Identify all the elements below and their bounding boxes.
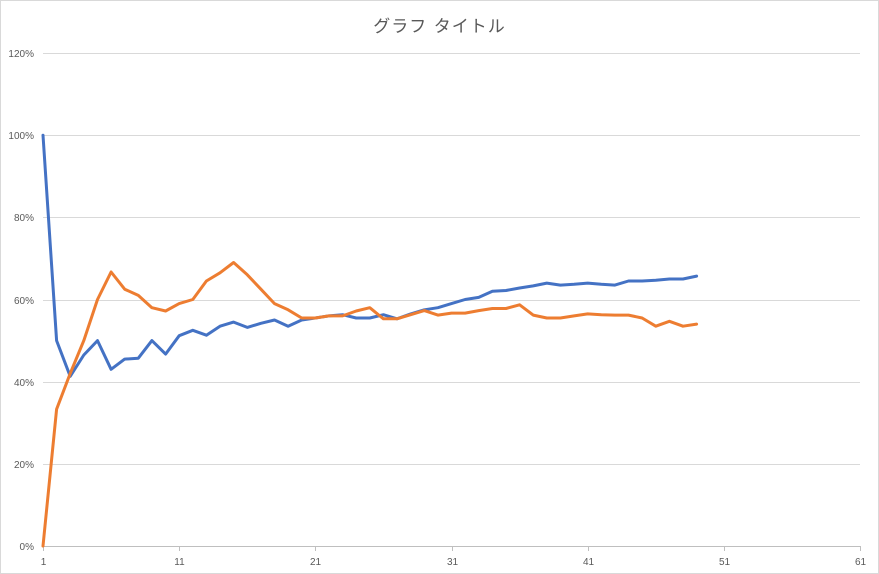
- x-tick-label: 11: [174, 557, 185, 568]
- gridlines: [43, 53, 860, 465]
- x-tick-label: 41: [583, 557, 595, 568]
- y-tick-label: 60%: [14, 296, 34, 307]
- x-tick-label: 1: [41, 557, 47, 568]
- y-tick-label: 40%: [14, 378, 34, 389]
- tick-labels: 0%20%40%60%80%100%120%1 11 21 31 41 51 61: [8, 49, 866, 568]
- x-tick-label: 51: [719, 557, 731, 568]
- series-group: [41, 133, 699, 548]
- series-line-1: [41, 133, 699, 378]
- x-tick-label: 61: [855, 557, 867, 568]
- x-tick-label: 21: [310, 557, 322, 568]
- y-tick-label: 120%: [8, 49, 34, 60]
- chart-title: グラフ タイトル: [373, 17, 506, 37]
- x-tick-label: 31: [447, 557, 459, 568]
- y-tick-label: 80%: [14, 213, 34, 224]
- y-tick-label: 0%: [20, 542, 35, 553]
- series-line-2: [41, 261, 699, 548]
- axes: [43, 546, 861, 551]
- y-tick-label: 100%: [8, 131, 34, 142]
- y-tick-label: 20%: [14, 460, 34, 471]
